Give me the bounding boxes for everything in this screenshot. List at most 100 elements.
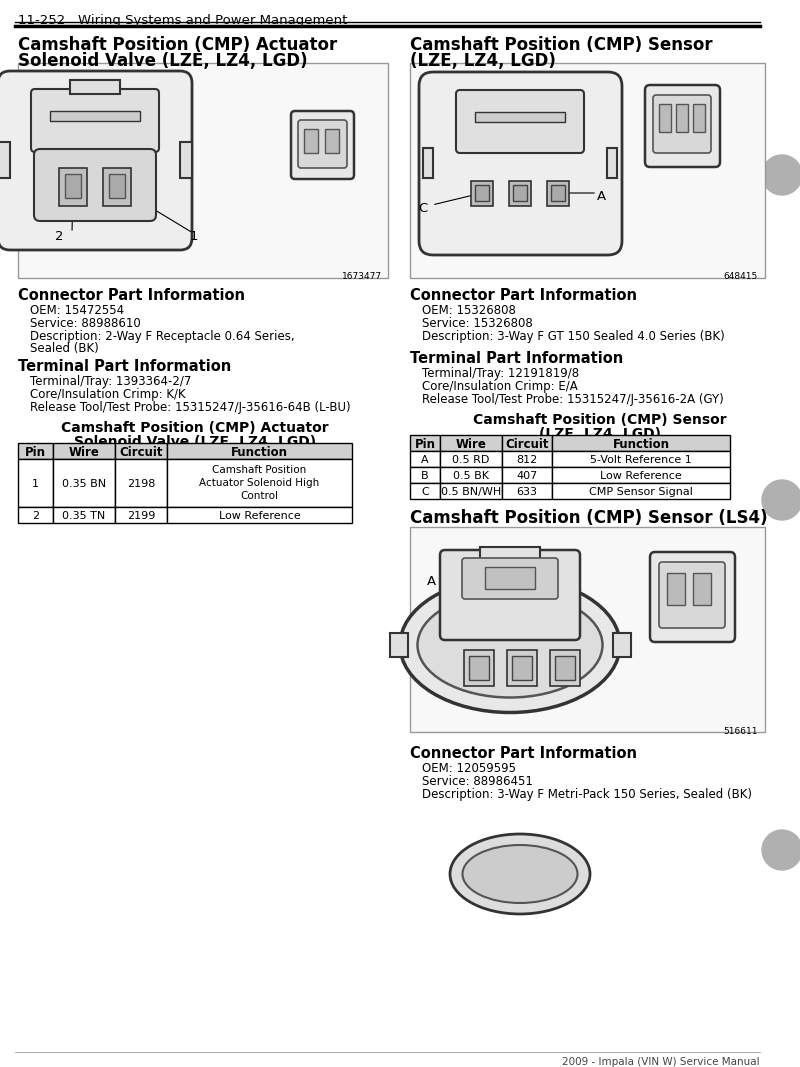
FancyBboxPatch shape xyxy=(650,552,735,642)
Bar xyxy=(502,483,552,499)
Text: 648415: 648415 xyxy=(724,272,758,281)
Text: Terminal Part Information: Terminal Part Information xyxy=(18,359,231,375)
Bar xyxy=(440,451,502,467)
Text: Service: 88986451: Service: 88986451 xyxy=(422,775,533,789)
Bar xyxy=(115,443,167,459)
Bar xyxy=(423,148,433,178)
Text: C: C xyxy=(421,487,429,497)
Text: Control: Control xyxy=(241,491,278,501)
Text: Description: 2-Way F Receptacle 0.64 Series,: Description: 2-Way F Receptacle 0.64 Ser… xyxy=(30,330,294,343)
Text: Function: Function xyxy=(613,437,670,450)
Text: Camshaft Position (CMP) Sensor: Camshaft Position (CMP) Sensor xyxy=(473,413,727,427)
Text: 5-Volt Reference 1: 5-Volt Reference 1 xyxy=(590,455,692,465)
Text: 0.5 BN/WH: 0.5 BN/WH xyxy=(441,487,501,497)
Text: Camshaft Position: Camshaft Position xyxy=(212,465,306,475)
Bar xyxy=(469,656,489,680)
Text: Camshaft Position (CMP) Actuator: Camshaft Position (CMP) Actuator xyxy=(61,421,329,435)
Bar xyxy=(390,633,408,657)
Bar xyxy=(502,451,552,467)
Text: Sealed (BK): Sealed (BK) xyxy=(30,343,98,355)
Bar xyxy=(440,467,502,483)
FancyBboxPatch shape xyxy=(34,149,156,221)
Bar xyxy=(464,650,494,686)
Ellipse shape xyxy=(400,577,620,713)
Text: Low Reference: Low Reference xyxy=(600,471,682,481)
Bar xyxy=(410,483,440,499)
Bar xyxy=(551,185,565,201)
Text: Service: 15326808: Service: 15326808 xyxy=(422,317,533,330)
Text: 516611: 516611 xyxy=(723,727,758,736)
Text: Circuit: Circuit xyxy=(506,437,549,450)
Bar xyxy=(50,111,140,121)
Text: A: A xyxy=(597,190,606,203)
Bar xyxy=(304,129,318,153)
Bar xyxy=(410,435,440,451)
Bar xyxy=(103,168,131,206)
Text: Core/Insulation Crimp: E/A: Core/Insulation Crimp: E/A xyxy=(422,380,578,393)
FancyBboxPatch shape xyxy=(645,85,720,168)
Ellipse shape xyxy=(450,834,590,914)
Bar xyxy=(552,435,730,451)
Bar xyxy=(115,459,167,507)
Text: Connector Part Information: Connector Part Information xyxy=(410,746,637,761)
Bar xyxy=(18,63,388,278)
Text: Circuit: Circuit xyxy=(119,446,162,459)
Text: Description: 3-Way F GT 150 Sealed 4.0 Series (BK): Description: 3-Way F GT 150 Sealed 4.0 S… xyxy=(422,330,725,343)
Bar xyxy=(509,181,531,206)
Text: 11-252   Wiring Systems and Power Management: 11-252 Wiring Systems and Power Manageme… xyxy=(18,14,347,27)
Text: Camshaft Position (CMP) Sensor: Camshaft Position (CMP) Sensor xyxy=(410,36,713,54)
Text: Camshaft Position (CMP) Actuator: Camshaft Position (CMP) Actuator xyxy=(18,36,338,54)
Bar xyxy=(167,443,352,459)
Bar xyxy=(18,443,53,459)
Text: 2: 2 xyxy=(55,230,63,243)
Text: Connector Part Information: Connector Part Information xyxy=(410,288,637,303)
Bar xyxy=(0,142,10,178)
Text: Pin: Pin xyxy=(25,446,46,459)
Bar xyxy=(410,527,765,732)
Bar xyxy=(552,467,730,483)
Text: Service: 88988610: Service: 88988610 xyxy=(30,317,141,330)
Bar xyxy=(18,507,53,523)
Bar xyxy=(555,656,575,680)
Text: 407: 407 xyxy=(516,471,538,481)
Text: Wire: Wire xyxy=(69,446,99,459)
Bar xyxy=(410,467,440,483)
FancyBboxPatch shape xyxy=(659,562,725,628)
Bar xyxy=(410,63,765,278)
Bar xyxy=(109,174,125,198)
Bar xyxy=(512,656,532,680)
Bar xyxy=(502,435,552,451)
Bar xyxy=(53,443,115,459)
Text: OEM: 12059595: OEM: 12059595 xyxy=(422,762,516,775)
Bar xyxy=(65,174,81,198)
Bar xyxy=(475,185,489,201)
Text: (LZE, LZ4, LGD): (LZE, LZ4, LGD) xyxy=(410,52,556,70)
Bar xyxy=(410,451,440,467)
Text: 1: 1 xyxy=(32,479,39,489)
Text: 1: 1 xyxy=(190,230,198,243)
Bar xyxy=(325,129,339,153)
FancyBboxPatch shape xyxy=(0,71,192,250)
Text: 1673477: 1673477 xyxy=(342,272,382,281)
Bar xyxy=(180,142,192,178)
FancyBboxPatch shape xyxy=(31,89,159,152)
Text: C: C xyxy=(418,202,427,214)
Text: 0.35 BN: 0.35 BN xyxy=(62,479,106,489)
Bar xyxy=(547,181,569,206)
Bar xyxy=(70,80,120,94)
Bar xyxy=(550,650,580,686)
Bar xyxy=(693,573,711,605)
Bar xyxy=(607,148,617,178)
Text: Description: 3-Way F Metri-Pack 150 Series, Sealed (BK): Description: 3-Way F Metri-Pack 150 Seri… xyxy=(422,789,752,801)
Bar xyxy=(167,459,352,507)
Bar xyxy=(552,483,730,499)
Text: 0.35 TN: 0.35 TN xyxy=(62,511,106,521)
Text: Wire: Wire xyxy=(455,437,486,450)
Bar xyxy=(667,573,685,605)
Text: Pin: Pin xyxy=(414,437,435,450)
FancyBboxPatch shape xyxy=(462,558,558,599)
Bar xyxy=(53,459,115,507)
Bar xyxy=(502,467,552,483)
FancyBboxPatch shape xyxy=(456,90,584,153)
Bar xyxy=(18,459,53,507)
